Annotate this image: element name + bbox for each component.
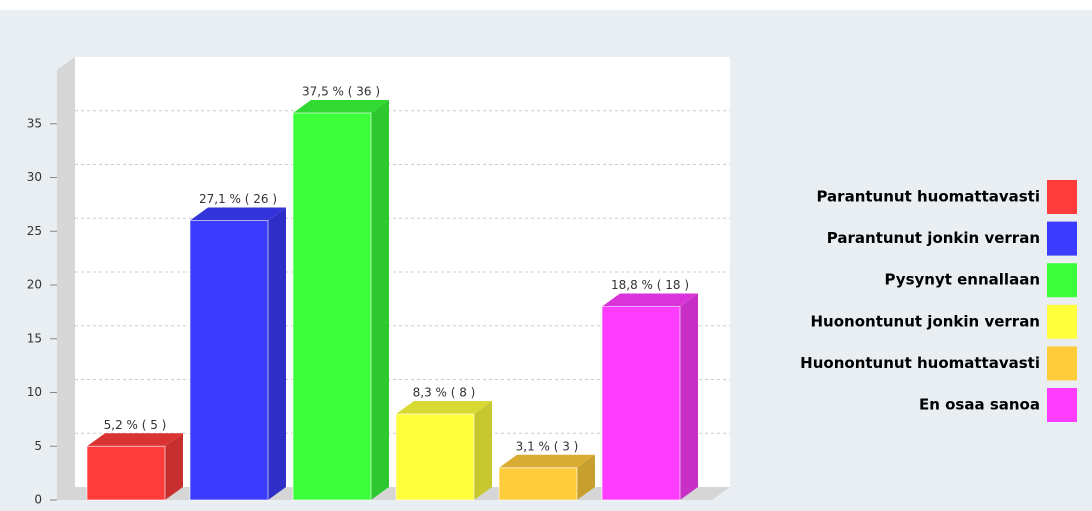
legend-label: Pysynyt ennallaan xyxy=(885,271,1040,289)
bar-top xyxy=(87,433,183,447)
bar-side xyxy=(680,293,698,500)
bar-front xyxy=(498,467,578,501)
y-tick-label: 5 xyxy=(34,439,42,453)
bar-top xyxy=(499,454,595,468)
left-wall xyxy=(57,57,75,500)
data-label: 8,3 % ( 8 ) xyxy=(413,386,476,400)
data-label: 3,1 % ( 3 ) xyxy=(516,439,579,453)
legend-label: Huonontunut huomattavasti xyxy=(800,354,1040,372)
data-label: 5,2 % ( 5 ) xyxy=(104,418,167,432)
legend-swatch xyxy=(1047,180,1077,214)
legend-label: Parantunut jonkin verran xyxy=(827,229,1040,247)
bar-side xyxy=(371,100,389,500)
bar-side xyxy=(268,207,286,500)
legend-swatch xyxy=(1047,304,1077,339)
bar-front xyxy=(395,413,475,501)
y-tick-label: 20 xyxy=(27,278,42,292)
bar xyxy=(86,433,183,501)
bar-top xyxy=(190,207,286,221)
bar-side xyxy=(165,433,183,500)
bar-top xyxy=(396,401,492,414)
data-label: 37,5 % ( 36 ) xyxy=(302,85,380,99)
legend-swatch xyxy=(1047,263,1077,298)
bar xyxy=(498,454,595,501)
bar-front xyxy=(292,112,372,501)
y-tick-label: 10 xyxy=(27,385,42,399)
legend-label: Parantunut huomattavasti xyxy=(816,188,1040,206)
legend-label: En osaa sanoa xyxy=(919,396,1040,414)
bar-side xyxy=(577,454,595,500)
legend-swatch xyxy=(1047,221,1077,256)
bar xyxy=(601,293,698,501)
y-tick-label: 35 xyxy=(27,116,42,130)
bar xyxy=(292,100,389,501)
legend-swatch xyxy=(1047,388,1077,422)
legend-swatch xyxy=(1047,346,1077,381)
bar xyxy=(395,401,492,501)
data-label: 18,8 % ( 18 ) xyxy=(611,278,689,292)
bar-top xyxy=(293,100,389,113)
y-tick-label: 0 xyxy=(34,493,42,507)
data-label: 27,1 % ( 26 ) xyxy=(199,192,277,206)
y-tick-label: 30 xyxy=(27,170,42,184)
y-tick-label: 15 xyxy=(27,331,42,345)
bar-side xyxy=(474,401,492,500)
legend-label: Huonontunut jonkin verran xyxy=(811,312,1041,330)
bar-front xyxy=(189,220,269,501)
bar xyxy=(189,207,286,501)
bar-top xyxy=(602,293,698,307)
bar-front xyxy=(601,306,681,501)
y-tick-label: 25 xyxy=(27,224,42,238)
bar-front xyxy=(86,445,166,501)
